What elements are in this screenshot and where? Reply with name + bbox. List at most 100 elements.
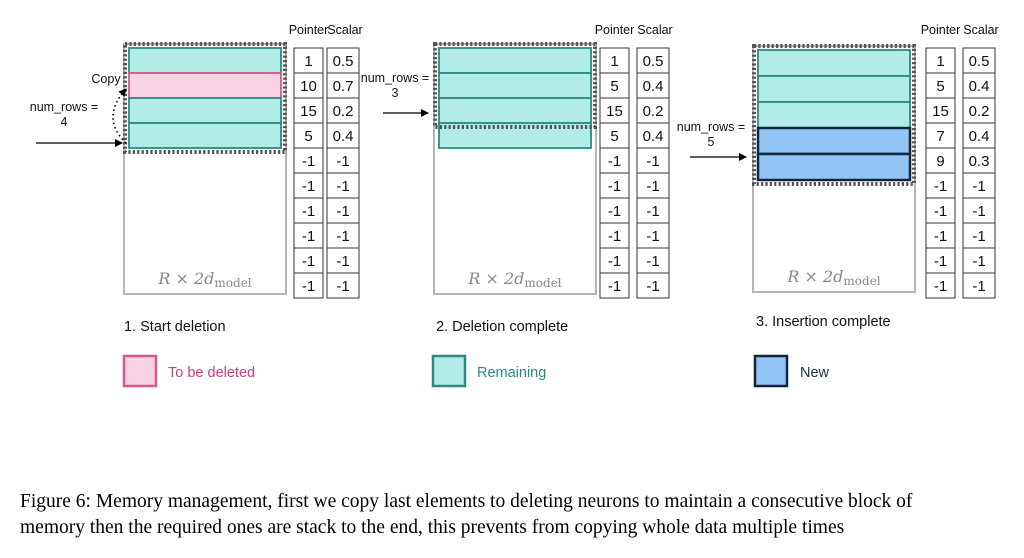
scalar-value: 0.4	[969, 128, 990, 145]
pointer-cell	[599, 147, 630, 174]
scalar-cell	[962, 97, 996, 124]
scalar-cell	[326, 147, 360, 174]
num-rows-value: 3	[392, 86, 399, 100]
scalar-cell	[326, 222, 360, 249]
legend-swatch	[122, 354, 158, 388]
scalar-value: -1	[646, 203, 659, 220]
pointer-cell	[599, 247, 630, 274]
copy-arrow	[112, 88, 127, 144]
pointer-header: Pointer	[289, 23, 329, 37]
scalar-value: -1	[972, 253, 985, 270]
scalar-value: 0.7	[333, 78, 354, 95]
memory-row-remaining	[128, 47, 282, 74]
scalar-cell	[326, 247, 360, 274]
pointer-value: -1	[302, 278, 315, 295]
pointer-value: -1	[934, 203, 947, 220]
pointer-value: -1	[302, 203, 315, 220]
pointer-value: 5	[304, 128, 312, 145]
memory-size-label: R × 2dmodel	[157, 269, 251, 290]
legend-item-to-be-deleted: To be deleted	[122, 354, 255, 388]
scalar-value: -1	[336, 203, 349, 220]
scalar-value: 0.5	[969, 53, 990, 70]
memory-row-to-be-deleted	[128, 72, 282, 99]
pointer-cell	[293, 172, 324, 199]
scalar-value: -1	[336, 253, 349, 270]
figure-caption: Figure 6: Memory management, first we co…	[20, 489, 1010, 541]
pointer-cell	[293, 272, 324, 299]
active-block-border	[433, 42, 597, 129]
pointer-cell	[599, 172, 630, 199]
pointer-cell	[599, 72, 630, 99]
pointer-value: 5	[610, 128, 618, 145]
num-rows-label: num_rows =	[361, 71, 429, 85]
scalar-cell	[326, 272, 360, 299]
scalar-cell	[636, 147, 670, 174]
memory-row-remaining	[438, 97, 592, 124]
scalar-cell	[326, 122, 360, 149]
scalar-cell	[636, 72, 670, 99]
pointer-value: -1	[302, 228, 315, 245]
panel-title: 3. Insertion complete	[756, 314, 891, 330]
pointer-header: Pointer	[595, 23, 635, 37]
panel-title: 2. Deletion complete	[436, 319, 568, 335]
legend-swatch	[753, 354, 789, 388]
memory-row-remaining	[438, 72, 592, 99]
num-rows-value: 4	[61, 115, 68, 129]
pointer-value: -1	[608, 253, 621, 270]
pointer-cell	[599, 197, 630, 224]
pointer-cell	[293, 97, 324, 124]
pointer-cell	[925, 272, 956, 299]
memory-row-remaining	[757, 75, 911, 103]
scalar-value: 0.2	[333, 103, 354, 120]
pointer-value: -1	[934, 228, 947, 245]
scalar-value: -1	[336, 153, 349, 170]
scalar-value: -1	[972, 278, 985, 295]
pointer-value: -1	[608, 178, 621, 195]
copy-label: Copy	[91, 72, 121, 86]
scalar-value: 0.2	[969, 103, 990, 120]
pointer-value: 7	[936, 128, 944, 145]
pointer-header: Pointer	[921, 23, 961, 37]
memory-row-remaining	[438, 47, 592, 74]
scalar-cell	[326, 72, 360, 99]
pointer-value: 5	[610, 78, 618, 95]
scalar-cell	[962, 147, 996, 174]
scalar-cell	[962, 272, 996, 299]
pointer-cell	[925, 122, 956, 149]
scalar-value: -1	[646, 253, 659, 270]
scalar-value: -1	[336, 178, 349, 195]
num-rows-value: 5	[708, 135, 715, 149]
pointer-value: 15	[300, 103, 317, 120]
pointer-cell	[293, 122, 324, 149]
scalar-cell	[326, 197, 360, 224]
scalar-cell	[962, 72, 996, 99]
scalar-header: Scalar	[637, 23, 672, 37]
scalar-value: 0.5	[333, 53, 354, 70]
scalar-value: 0.3	[969, 153, 990, 170]
pointer-cell	[925, 197, 956, 224]
pointer-value: 1	[610, 53, 618, 70]
pointer-value: 9	[936, 153, 944, 170]
scalar-cell	[962, 47, 996, 74]
pointer-value: -1	[608, 153, 621, 170]
memory-row-new	[756, 126, 912, 156]
pointer-value: 1	[304, 53, 312, 70]
memory-row-remaining	[128, 97, 282, 124]
pointer-value: 10	[300, 78, 317, 95]
memory-size-label: R × 2dmodel	[786, 267, 880, 288]
scalar-cell	[636, 222, 670, 249]
scalar-cell	[962, 197, 996, 224]
pointer-cell	[925, 147, 956, 174]
scalar-value: -1	[972, 178, 985, 195]
pointer-value: 15	[932, 103, 949, 120]
pointer-cell	[599, 122, 630, 149]
scalar-value: 0.4	[643, 78, 664, 95]
pointer-cell	[293, 222, 324, 249]
scalar-value: -1	[972, 203, 985, 220]
scalar-cell	[636, 47, 670, 74]
legend-label: New	[800, 365, 830, 381]
caption-line-1: Figure 6: Memory management, first we co…	[20, 491, 913, 512]
scalar-value: 0.5	[643, 53, 664, 70]
pointer-value: -1	[302, 253, 315, 270]
